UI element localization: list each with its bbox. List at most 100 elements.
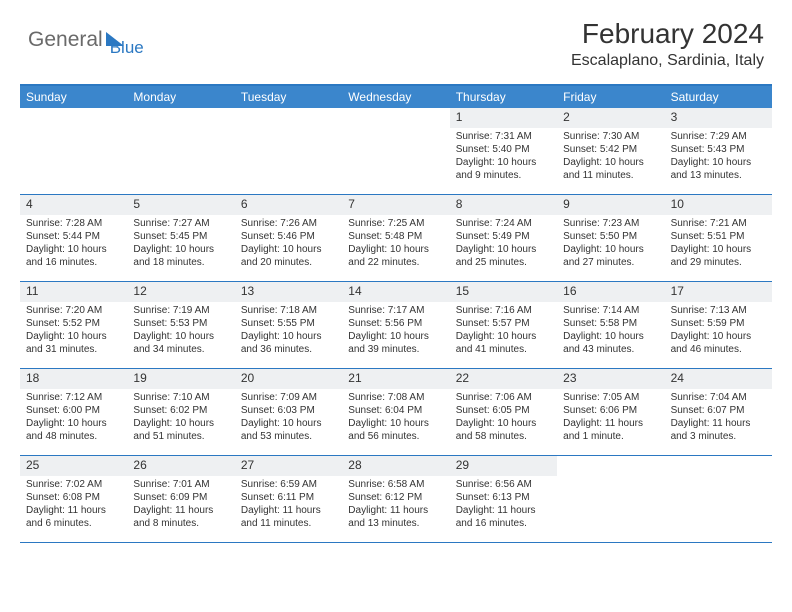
calendar-day: .. <box>665 456 772 542</box>
sunrise-line: Sunrise: 7:28 AM <box>26 217 121 230</box>
calendar-day: 13Sunrise: 7:18 AMSunset: 5:55 PMDayligh… <box>235 282 342 368</box>
sunset-line: Sunset: 5:42 PM <box>563 143 658 156</box>
calendar-day: .. <box>557 456 664 542</box>
sunrise-line: Sunrise: 7:12 AM <box>26 391 121 404</box>
daylight-line-1: Daylight: 10 hours <box>671 330 766 343</box>
day-content: Sunrise: 7:04 AMSunset: 6:07 PMDaylight:… <box>665 389 772 447</box>
sunset-line: Sunset: 5:40 PM <box>456 143 551 156</box>
calendar-day: 23Sunrise: 7:05 AMSunset: 6:06 PMDayligh… <box>557 369 664 455</box>
calendar-header-cell: Saturday <box>665 86 772 108</box>
daylight-line-2: and 27 minutes. <box>563 256 658 269</box>
day-content: Sunrise: 7:20 AMSunset: 5:52 PMDaylight:… <box>20 302 127 360</box>
daylight-line-1: Daylight: 10 hours <box>241 330 336 343</box>
daylight-line-2: and 25 minutes. <box>456 256 551 269</box>
calendar-day: 7Sunrise: 7:25 AMSunset: 5:48 PMDaylight… <box>342 195 449 281</box>
location-label: Escalaplano, Sardinia, Italy <box>571 52 764 70</box>
calendar-day: .. <box>20 108 127 194</box>
day-content: Sunrise: 7:13 AMSunset: 5:59 PMDaylight:… <box>665 302 772 360</box>
sunrise-line: Sunrise: 7:02 AM <box>26 478 121 491</box>
daylight-line-2: and 13 minutes. <box>671 169 766 182</box>
daylight-line-1: Daylight: 11 hours <box>563 417 658 430</box>
daylight-line-1: Daylight: 10 hours <box>671 243 766 256</box>
sunrise-line: Sunrise: 7:16 AM <box>456 304 551 317</box>
day-number: 19 <box>127 369 234 389</box>
daylight-line-2: and 53 minutes. <box>241 430 336 443</box>
sunset-line: Sunset: 5:49 PM <box>456 230 551 243</box>
day-content: Sunrise: 7:18 AMSunset: 5:55 PMDaylight:… <box>235 302 342 360</box>
sunset-line: Sunset: 5:52 PM <box>26 317 121 330</box>
calendar-week: 18Sunrise: 7:12 AMSunset: 6:00 PMDayligh… <box>20 369 772 456</box>
day-content: Sunrise: 6:59 AMSunset: 6:11 PMDaylight:… <box>235 476 342 534</box>
daylight-line-1: Daylight: 10 hours <box>456 417 551 430</box>
sunset-line: Sunset: 5:44 PM <box>26 230 121 243</box>
day-number: 5 <box>127 195 234 215</box>
daylight-line-1: Daylight: 10 hours <box>348 330 443 343</box>
calendar-week: 4Sunrise: 7:28 AMSunset: 5:44 PMDaylight… <box>20 195 772 282</box>
daylight-line-2: and 39 minutes. <box>348 343 443 356</box>
daylight-line-2: and 46 minutes. <box>671 343 766 356</box>
daylight-line-1: Daylight: 10 hours <box>671 156 766 169</box>
daylight-line-2: and 51 minutes. <box>133 430 228 443</box>
sunset-line: Sunset: 5:43 PM <box>671 143 766 156</box>
calendar-header-cell: Thursday <box>450 86 557 108</box>
daylight-line-1: Daylight: 10 hours <box>241 417 336 430</box>
daylight-line-1: Daylight: 11 hours <box>241 504 336 517</box>
sunset-line: Sunset: 5:48 PM <box>348 230 443 243</box>
sunset-line: Sunset: 5:59 PM <box>671 317 766 330</box>
day-content: Sunrise: 7:17 AMSunset: 5:56 PMDaylight:… <box>342 302 449 360</box>
calendar-day: 28Sunrise: 6:58 AMSunset: 6:12 PMDayligh… <box>342 456 449 542</box>
sunrise-line: Sunrise: 6:56 AM <box>456 478 551 491</box>
day-number: 17 <box>665 282 772 302</box>
daylight-line-1: Daylight: 11 hours <box>671 417 766 430</box>
day-number: 3 <box>665 108 772 128</box>
day-number: 15 <box>450 282 557 302</box>
daylight-line-1: Daylight: 10 hours <box>348 243 443 256</box>
sunset-line: Sunset: 6:04 PM <box>348 404 443 417</box>
daylight-line-1: Daylight: 10 hours <box>133 243 228 256</box>
day-number: 4 <box>20 195 127 215</box>
day-content: Sunrise: 6:58 AMSunset: 6:12 PMDaylight:… <box>342 476 449 534</box>
daylight-line-1: Daylight: 10 hours <box>133 330 228 343</box>
day-number: 23 <box>557 369 664 389</box>
logo-text-general: General <box>28 28 103 52</box>
sunset-line: Sunset: 6:03 PM <box>241 404 336 417</box>
daylight-line-1: Daylight: 10 hours <box>563 330 658 343</box>
day-number: 18 <box>20 369 127 389</box>
daylight-line-2: and 58 minutes. <box>456 430 551 443</box>
daylight-line-2: and 16 minutes. <box>26 256 121 269</box>
daylight-line-2: and 18 minutes. <box>133 256 228 269</box>
daylight-line-1: Daylight: 11 hours <box>26 504 121 517</box>
day-number: 1 <box>450 108 557 128</box>
calendar-day: .. <box>127 108 234 194</box>
calendar-day: 9Sunrise: 7:23 AMSunset: 5:50 PMDaylight… <box>557 195 664 281</box>
daylight-line-2: and 36 minutes. <box>241 343 336 356</box>
sunset-line: Sunset: 5:46 PM <box>241 230 336 243</box>
daylight-line-1: Daylight: 10 hours <box>133 417 228 430</box>
day-content: Sunrise: 7:27 AMSunset: 5:45 PMDaylight:… <box>127 215 234 273</box>
sunrise-line: Sunrise: 7:23 AM <box>563 217 658 230</box>
sunset-line: Sunset: 6:13 PM <box>456 491 551 504</box>
day-number: 21 <box>342 369 449 389</box>
day-number: 7 <box>342 195 449 215</box>
calendar-day: 11Sunrise: 7:20 AMSunset: 5:52 PMDayligh… <box>20 282 127 368</box>
day-content: Sunrise: 6:56 AMSunset: 6:13 PMDaylight:… <box>450 476 557 534</box>
sunrise-line: Sunrise: 7:09 AM <box>241 391 336 404</box>
sunrise-line: Sunrise: 7:08 AM <box>348 391 443 404</box>
calendar: SundayMondayTuesdayWednesdayThursdayFrid… <box>20 84 772 543</box>
sunrise-line: Sunrise: 6:58 AM <box>348 478 443 491</box>
sunrise-line: Sunrise: 7:20 AM <box>26 304 121 317</box>
sunset-line: Sunset: 6:02 PM <box>133 404 228 417</box>
day-number: 27 <box>235 456 342 476</box>
calendar-day: .. <box>235 108 342 194</box>
day-content: Sunrise: 7:29 AMSunset: 5:43 PMDaylight:… <box>665 128 772 186</box>
day-content: Sunrise: 7:28 AMSunset: 5:44 PMDaylight:… <box>20 215 127 273</box>
calendar-week: 25Sunrise: 7:02 AMSunset: 6:08 PMDayligh… <box>20 456 772 543</box>
daylight-line-2: and 20 minutes. <box>241 256 336 269</box>
day-content: Sunrise: 7:12 AMSunset: 6:00 PMDaylight:… <box>20 389 127 447</box>
day-content: Sunrise: 7:01 AMSunset: 6:09 PMDaylight:… <box>127 476 234 534</box>
logo: General Blue <box>28 18 144 58</box>
calendar-header-cell: Friday <box>557 86 664 108</box>
day-number: 22 <box>450 369 557 389</box>
day-content: Sunrise: 7:31 AMSunset: 5:40 PMDaylight:… <box>450 128 557 186</box>
calendar-day: 5Sunrise: 7:27 AMSunset: 5:45 PMDaylight… <box>127 195 234 281</box>
